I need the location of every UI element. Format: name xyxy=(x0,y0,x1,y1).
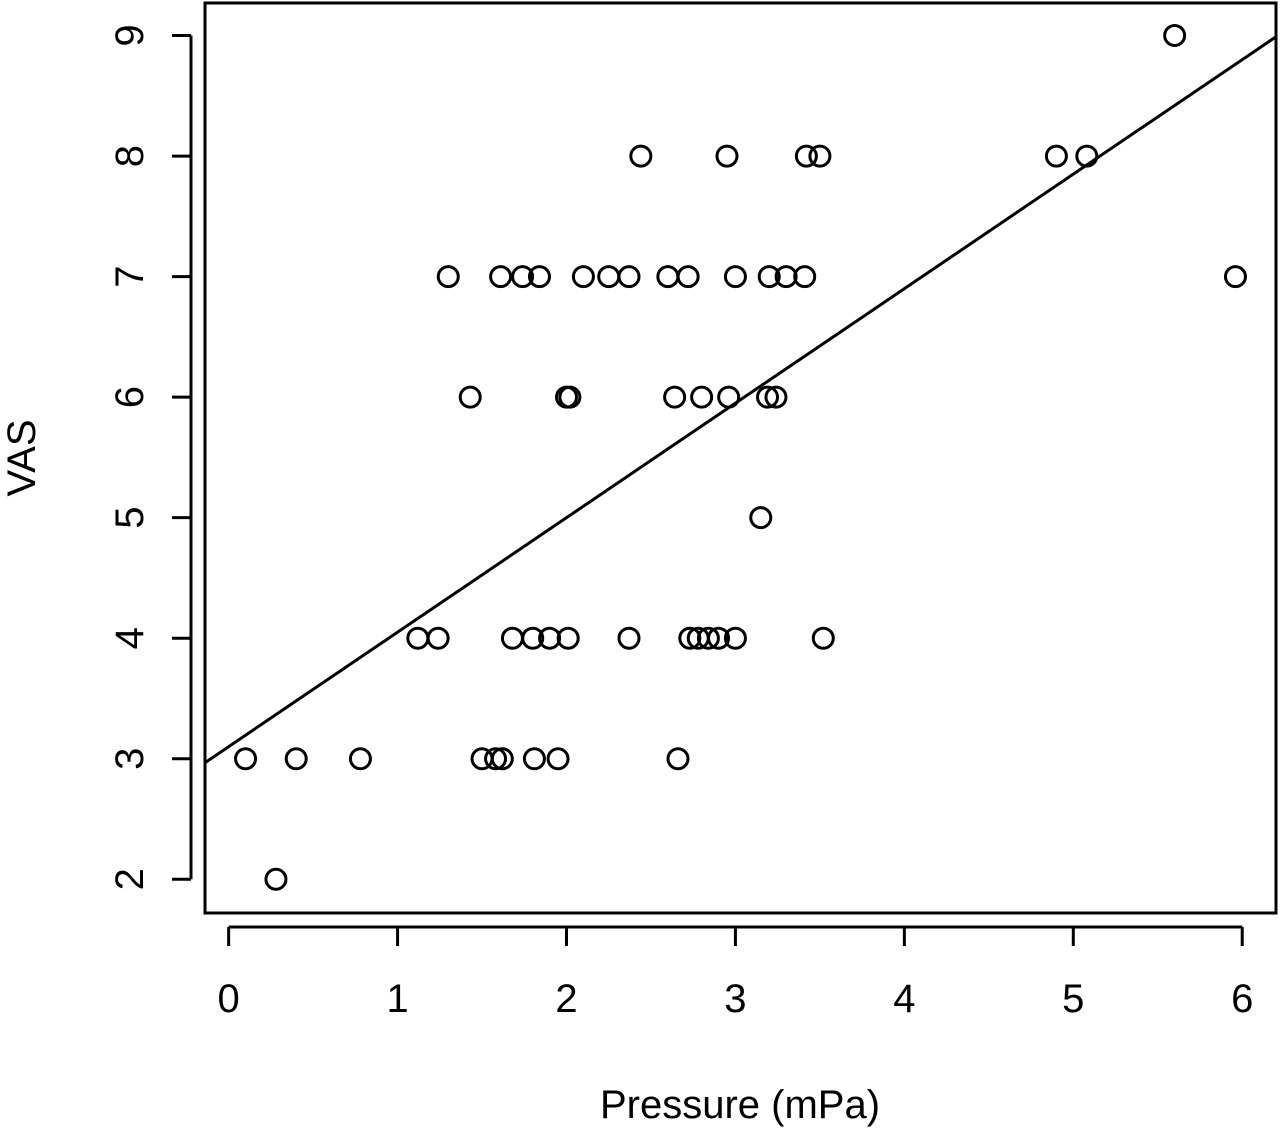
x-axis-label: Pressure (mPa) xyxy=(600,1083,880,1127)
data-point xyxy=(348,747,372,771)
data-point xyxy=(521,626,545,650)
data-point xyxy=(617,626,641,650)
data-point xyxy=(284,747,308,771)
data-points xyxy=(234,24,1247,891)
data-point xyxy=(571,265,595,289)
data-point xyxy=(1075,144,1099,168)
y-tick-label: 6 xyxy=(108,386,152,408)
data-point xyxy=(597,265,621,289)
data-point xyxy=(617,265,641,289)
regression-line-group xyxy=(204,35,1277,764)
x-tick-label: 1 xyxy=(386,977,408,1021)
data-point xyxy=(546,747,570,771)
data-point xyxy=(663,385,687,409)
data-point xyxy=(794,144,818,168)
data-point xyxy=(749,506,773,530)
data-point xyxy=(1223,265,1247,289)
x-axis: 0 1 2 3 4 5 6 xyxy=(218,925,1253,1021)
data-point xyxy=(756,385,780,409)
data-point xyxy=(757,265,781,289)
data-point xyxy=(1044,144,1068,168)
data-point xyxy=(500,626,524,650)
plot-frame xyxy=(203,1,1278,915)
data-point xyxy=(426,626,450,650)
data-point xyxy=(676,265,700,289)
data-point xyxy=(484,747,508,771)
y-tick-label: 2 xyxy=(108,868,152,890)
data-point xyxy=(1163,24,1187,48)
data-point xyxy=(690,385,714,409)
data-point xyxy=(436,265,460,289)
data-point xyxy=(527,265,551,289)
data-point xyxy=(723,265,747,289)
y-tick-label: 7 xyxy=(108,265,152,287)
data-point xyxy=(629,144,653,168)
data-point xyxy=(793,265,817,289)
data-point xyxy=(406,626,430,650)
data-point xyxy=(234,747,258,771)
x-tick-label: 5 xyxy=(1062,977,1084,1021)
y-axis: 2 3 4 5 6 7 8 9 xyxy=(108,24,193,890)
x-tick-label: 4 xyxy=(893,977,915,1021)
data-point xyxy=(808,144,832,168)
data-point xyxy=(811,626,835,650)
data-point xyxy=(656,265,680,289)
data-point xyxy=(723,626,747,650)
data-point xyxy=(264,867,288,891)
data-point xyxy=(522,747,546,771)
data-point xyxy=(511,265,535,289)
data-point xyxy=(558,385,582,409)
y-axis-label: VAS xyxy=(0,419,44,496)
data-point xyxy=(717,385,741,409)
regression-line xyxy=(204,35,1277,764)
x-tick-label: 0 xyxy=(218,977,240,1021)
data-point xyxy=(556,626,580,650)
data-point xyxy=(707,626,731,650)
data-point xyxy=(489,265,513,289)
y-tick-label: 4 xyxy=(108,627,152,649)
x-tick-label: 2 xyxy=(555,977,577,1021)
data-point xyxy=(764,385,788,409)
data-point xyxy=(666,747,690,771)
y-tick-label: 3 xyxy=(108,748,152,770)
data-point xyxy=(715,144,739,168)
data-point xyxy=(490,747,514,771)
x-tick-label: 6 xyxy=(1231,977,1253,1021)
y-tick-label: 8 xyxy=(108,145,152,167)
y-tick-label: 5 xyxy=(108,507,152,529)
data-point xyxy=(696,626,720,650)
x-tick-label: 3 xyxy=(724,977,746,1021)
data-point xyxy=(458,385,482,409)
y-tick-label: 9 xyxy=(108,24,152,46)
